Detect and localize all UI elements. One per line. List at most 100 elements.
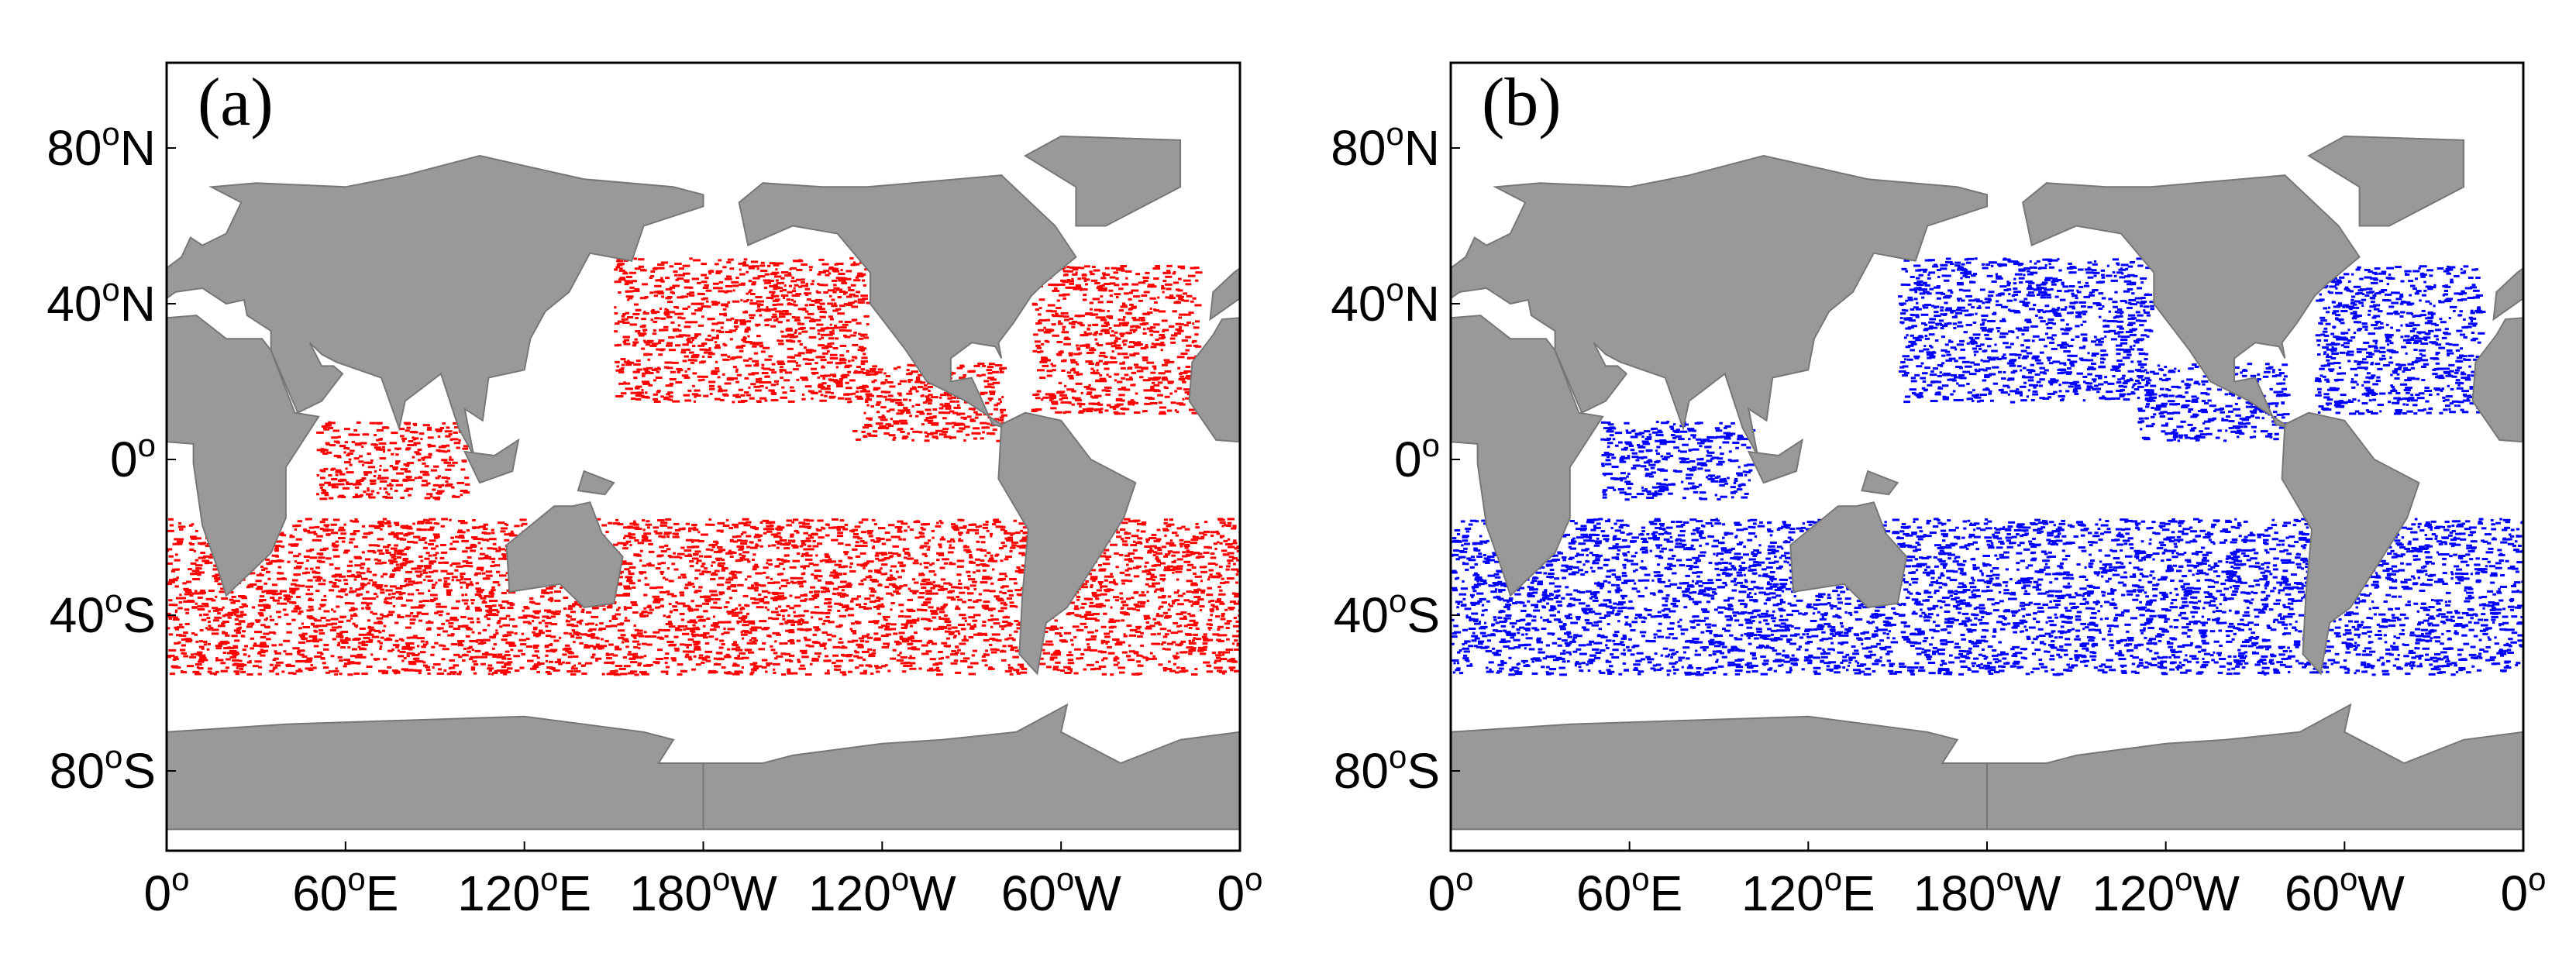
- observation-dot: [385, 552, 391, 555]
- observation-dot: [491, 528, 494, 532]
- observation-dot: [1221, 549, 1228, 552]
- observation-dot: [963, 638, 967, 641]
- observation-dot: [777, 595, 785, 598]
- observation-dot: [1157, 394, 1164, 397]
- observation-dot: [276, 611, 281, 614]
- observation-dot: [235, 623, 242, 626]
- observation-dot: [401, 604, 407, 607]
- observation-dot: [808, 303, 815, 306]
- observation-dot: [803, 346, 807, 349]
- observation-dot: [625, 576, 633, 579]
- observation-dot: [1067, 270, 1073, 273]
- observation-dot: [394, 567, 398, 570]
- observation-dot: [1083, 331, 1087, 334]
- observation-dot: [360, 583, 366, 587]
- observation-dot: [804, 565, 810, 568]
- observation-dot: [522, 621, 531, 624]
- observation-dot: [1152, 381, 1155, 384]
- observation-dot: [319, 521, 325, 524]
- observation-dot: [1180, 299, 1184, 302]
- observation-dot: [839, 614, 846, 618]
- observation-dot: [614, 268, 618, 271]
- observation-dot: [1107, 621, 1116, 624]
- observation-dot: [814, 298, 823, 301]
- observation-dot: [824, 655, 829, 658]
- observation-dot: [866, 373, 871, 377]
- observation-dot: [742, 551, 749, 554]
- observation-dot: [835, 263, 844, 266]
- observation-dot: [457, 529, 463, 532]
- observation-dot: [820, 333, 828, 336]
- observation-dot: [1066, 654, 1073, 657]
- observation-dot: [802, 393, 805, 396]
- observation-dot: [1204, 521, 1208, 524]
- observation-dot: [900, 610, 904, 613]
- observation-dot: [644, 576, 648, 580]
- observation-dot: [1104, 332, 1111, 335]
- observation-dot: [735, 559, 742, 563]
- observation-dot: [1174, 671, 1180, 674]
- observation-dot: [856, 366, 862, 369]
- observation-dot: [898, 631, 905, 635]
- observation-dot: [272, 659, 277, 662]
- observation-dot: [839, 329, 846, 332]
- observation-dot: [1137, 537, 1143, 540]
- observation-dot: [673, 568, 679, 571]
- observation-dot: [914, 559, 919, 563]
- observation-dot: [1089, 349, 1097, 352]
- observation-dot: [1076, 628, 1084, 631]
- observation-dot: [1173, 655, 1178, 658]
- observation-dot: [390, 573, 395, 576]
- observation-dot: [984, 634, 988, 637]
- observation-dot: [1090, 635, 1097, 638]
- observation-dot: [902, 549, 905, 552]
- observation-dot: [1071, 367, 1076, 370]
- observation-dot: [673, 556, 680, 559]
- observation-dot: [695, 562, 699, 565]
- observation-dot: [740, 633, 748, 636]
- observation-dot: [1162, 376, 1168, 379]
- observation-dot: [307, 531, 315, 534]
- observation-dot: [950, 653, 958, 656]
- observation-dot: [1158, 310, 1166, 313]
- observation-dot: [1053, 287, 1058, 290]
- observation-dot: [277, 577, 283, 580]
- observation-dot: [847, 582, 852, 585]
- observation-dot: [691, 668, 697, 671]
- observation-dot: [1138, 281, 1146, 284]
- observation-dot: [234, 618, 239, 621]
- observation-dot: [395, 645, 399, 649]
- observation-dot: [1114, 643, 1123, 646]
- observation-dot: [1118, 309, 1124, 312]
- observation-dot: [921, 609, 928, 612]
- observation-dot: [1147, 285, 1155, 288]
- observation-dot: [372, 612, 377, 615]
- observation-dot: [783, 284, 787, 287]
- observation-dot: [836, 592, 842, 595]
- observation-dot: [632, 289, 640, 292]
- observation-dot: [935, 666, 940, 669]
- observation-dot: [318, 539, 322, 542]
- observation-dot: [405, 644, 411, 647]
- observation-dot: [1018, 552, 1025, 555]
- observation-dot: [736, 538, 742, 542]
- observation-dot: [805, 525, 812, 528]
- observation-dot: [1128, 644, 1131, 647]
- observation-dot: [738, 548, 744, 551]
- observation-dot: [839, 344, 847, 347]
- observation-dot: [983, 607, 990, 611]
- observation-dot: [1207, 562, 1216, 565]
- observation-dot: [746, 326, 751, 329]
- observation-dot: [395, 535, 399, 538]
- observation-dot: [356, 653, 363, 656]
- observation-dot: [277, 572, 281, 575]
- observation-dot: [608, 619, 611, 622]
- observation-dot: [924, 609, 928, 612]
- observation-dot: [215, 645, 222, 648]
- observation-dot: [852, 392, 856, 395]
- observation-dot: [369, 570, 372, 573]
- observation-dot: [288, 551, 293, 554]
- observation-dot: [297, 520, 303, 523]
- observation-dot: [1195, 320, 1200, 323]
- observation-dot: [632, 341, 639, 344]
